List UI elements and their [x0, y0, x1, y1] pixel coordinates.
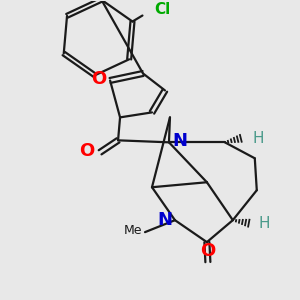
Text: Me: Me [124, 224, 142, 237]
Text: N: N [157, 211, 172, 229]
Text: N: N [172, 132, 187, 150]
Text: O: O [200, 242, 215, 260]
Text: H: H [253, 131, 264, 146]
Text: Cl: Cl [154, 2, 171, 17]
Text: O: O [79, 142, 94, 160]
Text: H: H [259, 216, 270, 231]
Text: O: O [91, 70, 106, 88]
